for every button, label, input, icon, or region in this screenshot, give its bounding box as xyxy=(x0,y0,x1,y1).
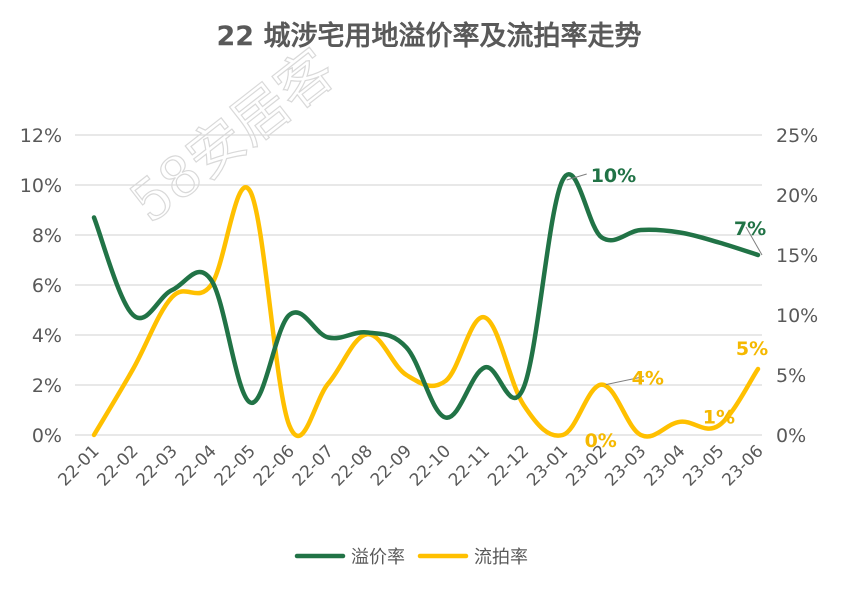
x-tick: 22-12 xyxy=(484,441,533,490)
left-axis-ticks: 0% 2% 4% 6% 8% 10% 12% xyxy=(20,125,62,447)
y-right-tick: 0% xyxy=(776,425,806,447)
x-tick: 22-02 xyxy=(94,441,143,490)
y-left-tick: 10% xyxy=(20,175,62,197)
y-left-tick: 0% xyxy=(32,425,62,447)
y-right-tick: 10% xyxy=(776,305,818,327)
x-tick: 23-05 xyxy=(679,441,728,490)
legend-label: 流拍率 xyxy=(474,547,528,568)
x-tick: 22-01 xyxy=(54,441,103,490)
chart-title: 22 城涉宅用地溢价率及流拍率走势 xyxy=(216,21,642,52)
data-label: 1% xyxy=(703,406,735,428)
y-left-tick: 2% xyxy=(32,375,62,397)
x-tick: 23-04 xyxy=(640,441,689,490)
legend-label: 溢价率 xyxy=(351,547,405,568)
y-right-tick: 20% xyxy=(776,185,818,207)
y-right-tick: 15% xyxy=(776,245,818,267)
series-line-1 xyxy=(91,185,761,439)
x-tick: 23-06 xyxy=(718,441,767,490)
series-lines xyxy=(91,172,761,439)
legend: 溢价率 流拍率 xyxy=(294,547,528,568)
data-label: 5% xyxy=(736,338,768,360)
x-tick: 22-09 xyxy=(367,441,416,490)
y-left-tick: 4% xyxy=(32,325,62,347)
x-tick: 22-04 xyxy=(172,441,221,490)
y-right-tick: 5% xyxy=(776,365,806,387)
y-left-tick: 12% xyxy=(20,125,62,147)
gridlines xyxy=(75,134,762,436)
data-label: 10% xyxy=(591,165,636,187)
data-label: 0% xyxy=(585,430,617,452)
x-tick: 22-05 xyxy=(211,441,260,490)
right-axis-ticks: 0% 5% 10% 15% 20% 25% xyxy=(776,125,818,447)
y-left-tick: 6% xyxy=(32,275,62,297)
x-tick: 22-11 xyxy=(445,441,494,490)
data-label: 7% xyxy=(734,218,766,240)
x-tick: 22-03 xyxy=(133,441,182,490)
y-right-tick: 25% xyxy=(776,125,818,147)
annotation-leader xyxy=(605,376,644,386)
data-label: 4% xyxy=(632,368,664,390)
annotation-leader xyxy=(566,173,587,181)
y-left-tick: 8% xyxy=(32,225,62,247)
annotation-leader xyxy=(745,226,763,256)
x-tick: 22-07 xyxy=(289,441,338,490)
series-line-0 xyxy=(91,172,761,420)
x-tick: 22-10 xyxy=(406,441,455,490)
x-tick: 22-08 xyxy=(328,441,377,490)
x-tick: 23-01 xyxy=(523,441,572,490)
x-tick: 22-06 xyxy=(250,441,299,490)
x-axis-ticks: 22-0122-0222-0322-0422-0522-0622-0722-08… xyxy=(54,441,767,490)
data-annotations: 10% 7% 0% 4% 5% 1% xyxy=(566,165,768,452)
